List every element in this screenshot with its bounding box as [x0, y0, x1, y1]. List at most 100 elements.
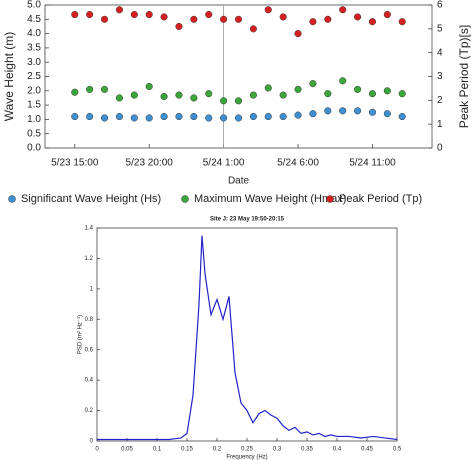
point: [249, 112, 257, 121]
x-tick-label: 0.3: [273, 447, 282, 453]
point: [205, 114, 213, 122]
point: [368, 90, 377, 98]
point: [309, 18, 317, 26]
point: [279, 13, 287, 21]
legend-label: Significant Wave Height (Hs): [21, 193, 161, 205]
chart-title: Site J: 23 May 19:50-20:15: [210, 217, 285, 223]
y-tick-label: 3.0: [27, 57, 41, 68]
y2-tick-label: 4: [437, 47, 443, 58]
y-tick-label: 2.0: [27, 85, 41, 96]
point: [145, 10, 153, 19]
y-tick-label: 0.0: [27, 143, 41, 154]
point: [294, 30, 302, 38]
point: [190, 15, 198, 23]
y-tick-label: 1: [90, 286, 94, 292]
point: [86, 10, 94, 19]
point: [100, 114, 109, 122]
point: [71, 10, 79, 19]
legend-label: Peak Period (Tp): [339, 193, 422, 205]
point: [398, 112, 406, 121]
point: [205, 10, 213, 19]
y-axis-title: PSD (m² Hz⁻¹): [78, 315, 84, 354]
point: [294, 85, 302, 93]
y-tick-label: 2.5: [27, 71, 41, 82]
x-axis-title: Date: [228, 176, 250, 187]
plot-frame: [96, 227, 398, 442]
point: [205, 90, 213, 98]
y2-tick-label: 6: [437, 0, 443, 11]
point: [160, 92, 168, 101]
point: [279, 112, 287, 121]
x-tick-label: 0.25: [241, 447, 253, 453]
point: [175, 22, 183, 31]
y-tick-label: 4.0: [27, 28, 41, 39]
point: [234, 114, 243, 122]
y2-tick-label: 3: [437, 71, 443, 82]
x-tick-label: 0.2: [213, 447, 222, 453]
x-tick-label: 0.1: [153, 447, 162, 453]
point: [354, 107, 362, 115]
x-tick-label: 5/24 11:00: [349, 158, 396, 169]
x-tick-label: 5/23 15:00: [51, 158, 99, 169]
point: [339, 107, 347, 115]
point: [175, 91, 183, 99]
point: [339, 6, 347, 14]
legend-marker: [181, 195, 189, 203]
x-tick-label: 0.35: [301, 447, 313, 453]
point: [294, 111, 302, 119]
y2-tick-label: 5: [437, 23, 443, 34]
y-tick-label: 0.2: [85, 408, 94, 414]
y2-tick-label: 2: [437, 95, 443, 106]
point: [100, 15, 109, 23]
point: [160, 13, 168, 21]
x-tick-label: 5/23 20:00: [126, 158, 174, 169]
x-tick-label: 0.15: [181, 447, 193, 453]
y-tick-label: 1.5: [27, 100, 41, 111]
y2-tick-label: 0: [437, 143, 443, 154]
x-tick-label: 5/24 1:00: [203, 158, 245, 169]
x-tick-label: 0.45: [361, 447, 373, 453]
point: [220, 97, 228, 105]
x-tick-label: 0.05: [121, 447, 133, 453]
point: [398, 18, 406, 26]
point: [115, 94, 123, 102]
point: [160, 112, 168, 121]
x-tick-label: 0: [95, 447, 99, 453]
point: [264, 84, 272, 92]
point: [383, 110, 391, 118]
point: [234, 97, 243, 105]
point: [220, 114, 228, 122]
point: [339, 77, 347, 85]
point: [115, 6, 123, 14]
point: [115, 112, 123, 121]
point: [145, 114, 153, 122]
y-tick-label: 4.5: [27, 14, 41, 25]
x-tick-label: 0.4: [333, 447, 342, 453]
y-tick-label: 0.4: [85, 378, 94, 384]
y-tick-label: 1.0: [27, 114, 41, 125]
point: [264, 112, 272, 121]
point: [190, 112, 198, 121]
point: [175, 112, 183, 121]
x-tick-label: 5/24 6:00: [277, 158, 319, 169]
plot-frame: [44, 4, 433, 149]
y2-tick-label: 1: [437, 119, 443, 130]
y-axis-title: Wave Height (m): [2, 32, 16, 122]
y-tick-label: 0: [90, 439, 94, 445]
point: [324, 90, 332, 98]
point: [71, 88, 79, 96]
point: [354, 13, 362, 21]
point: [71, 112, 79, 121]
point: [368, 18, 377, 26]
point: [279, 91, 287, 99]
y-tick-label: 1.2: [85, 256, 94, 262]
y2-axis-title: Peak Period (Tp)[s]: [457, 25, 471, 128]
point: [100, 85, 109, 93]
point: [324, 107, 332, 115]
point: [86, 85, 94, 93]
x-tick-label: 0.5: [393, 447, 402, 453]
y-tick-label: 3.5: [27, 43, 41, 54]
legend-marker: [326, 195, 334, 203]
